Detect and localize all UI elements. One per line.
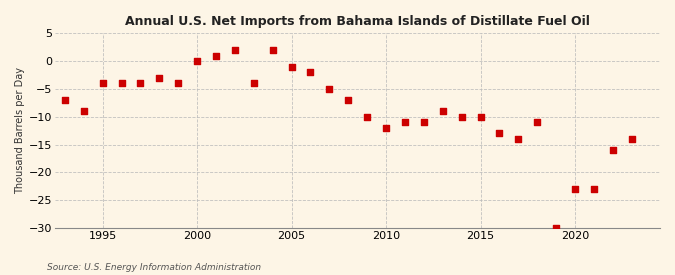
Point <box>589 187 599 191</box>
Point <box>135 81 146 86</box>
Point <box>248 81 259 86</box>
Point <box>532 120 543 125</box>
Point <box>626 137 637 141</box>
Point <box>437 109 448 113</box>
Point <box>513 137 524 141</box>
Point <box>362 115 373 119</box>
Y-axis label: Thousand Barrels per Day: Thousand Barrels per Day <box>15 67 25 194</box>
Point <box>475 115 486 119</box>
Title: Annual U.S. Net Imports from Bahama Islands of Distillate Fuel Oil: Annual U.S. Net Imports from Bahama Isla… <box>126 15 590 28</box>
Point <box>286 65 297 69</box>
Point <box>78 109 89 113</box>
Point <box>551 226 562 230</box>
Point <box>324 87 335 91</box>
Point <box>154 76 165 80</box>
Point <box>494 131 505 136</box>
Point <box>97 81 108 86</box>
Point <box>230 48 240 52</box>
Point <box>173 81 184 86</box>
Point <box>211 53 221 58</box>
Point <box>608 148 618 152</box>
Point <box>267 48 278 52</box>
Point <box>381 126 392 130</box>
Point <box>59 98 70 102</box>
Point <box>400 120 410 125</box>
Point <box>570 187 580 191</box>
Point <box>418 120 429 125</box>
Point <box>192 59 202 63</box>
Point <box>116 81 127 86</box>
Point <box>305 70 316 75</box>
Point <box>456 115 467 119</box>
Point <box>343 98 354 102</box>
Text: Source: U.S. Energy Information Administration: Source: U.S. Energy Information Administ… <box>47 263 261 272</box>
